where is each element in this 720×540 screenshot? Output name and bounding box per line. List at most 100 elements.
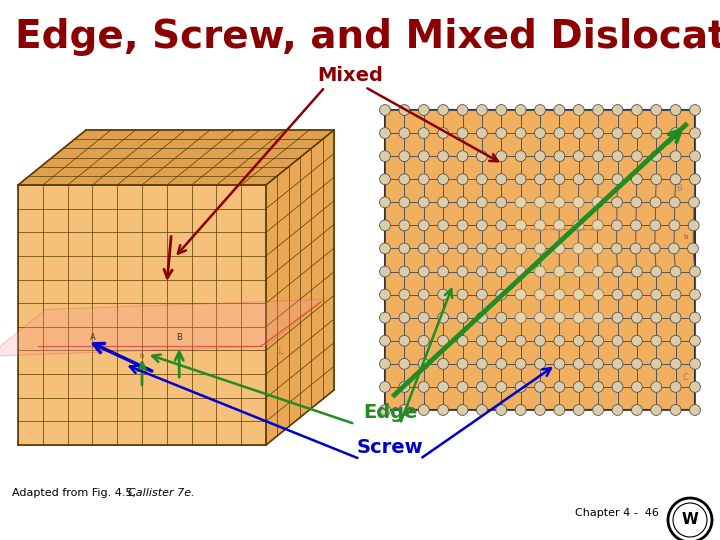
Circle shape (573, 151, 584, 161)
Circle shape (669, 220, 680, 231)
Circle shape (573, 289, 584, 300)
Circle shape (612, 335, 623, 346)
Circle shape (534, 359, 546, 369)
Circle shape (379, 197, 390, 208)
Circle shape (438, 335, 449, 346)
Circle shape (554, 312, 564, 323)
Circle shape (670, 197, 680, 208)
Circle shape (612, 127, 623, 138)
Circle shape (688, 220, 699, 231)
Circle shape (457, 312, 468, 323)
Circle shape (457, 266, 468, 277)
Circle shape (670, 312, 681, 323)
Circle shape (379, 127, 390, 138)
Circle shape (690, 289, 701, 300)
Circle shape (593, 359, 603, 369)
Circle shape (379, 359, 390, 369)
Text: C: C (683, 373, 688, 382)
Circle shape (534, 197, 546, 208)
Circle shape (534, 266, 546, 277)
Circle shape (690, 359, 701, 369)
Circle shape (457, 220, 468, 231)
Circle shape (573, 289, 584, 300)
Circle shape (399, 243, 410, 254)
Circle shape (516, 243, 526, 254)
Circle shape (612, 105, 623, 116)
Circle shape (670, 335, 681, 346)
Circle shape (554, 220, 564, 231)
Circle shape (534, 335, 546, 346)
Circle shape (399, 174, 410, 185)
Circle shape (573, 220, 584, 231)
Circle shape (379, 335, 390, 346)
Circle shape (477, 289, 487, 300)
Circle shape (612, 289, 623, 300)
Text: B: B (176, 333, 182, 342)
Circle shape (554, 289, 564, 300)
Circle shape (496, 404, 507, 415)
Circle shape (516, 105, 526, 116)
Circle shape (379, 381, 390, 393)
Circle shape (573, 335, 584, 346)
Circle shape (592, 243, 603, 254)
Circle shape (631, 105, 642, 116)
Circle shape (690, 127, 701, 138)
Circle shape (516, 335, 526, 346)
Circle shape (418, 127, 429, 138)
Circle shape (593, 312, 603, 323)
Circle shape (438, 243, 449, 254)
Circle shape (573, 197, 584, 208)
Circle shape (534, 381, 546, 393)
Circle shape (631, 220, 642, 231)
Circle shape (631, 359, 642, 369)
Circle shape (399, 312, 410, 323)
Circle shape (650, 220, 661, 231)
Text: Edge, Screw, and Mixed Dislocations: Edge, Screw, and Mixed Dislocations (15, 18, 720, 56)
Circle shape (534, 312, 546, 323)
Circle shape (438, 220, 449, 231)
Circle shape (534, 151, 546, 161)
Circle shape (670, 105, 681, 116)
Circle shape (418, 174, 429, 185)
Circle shape (554, 404, 564, 415)
Circle shape (593, 151, 603, 161)
Circle shape (477, 243, 487, 254)
Circle shape (516, 197, 526, 208)
Circle shape (668, 498, 712, 540)
Circle shape (631, 127, 642, 138)
Circle shape (457, 243, 468, 254)
Circle shape (611, 243, 622, 254)
Circle shape (457, 335, 468, 346)
Circle shape (651, 266, 662, 277)
Circle shape (631, 266, 642, 277)
Circle shape (573, 359, 584, 369)
Circle shape (612, 359, 623, 369)
Circle shape (612, 404, 623, 415)
Circle shape (418, 266, 429, 277)
Circle shape (477, 381, 487, 393)
Circle shape (477, 151, 487, 161)
Circle shape (593, 197, 603, 208)
Circle shape (496, 335, 507, 346)
Text: Callister 7e.: Callister 7e. (128, 488, 194, 498)
Circle shape (496, 381, 507, 393)
Circle shape (554, 266, 564, 277)
Circle shape (554, 381, 564, 393)
Circle shape (688, 197, 699, 208)
Circle shape (418, 335, 429, 346)
Circle shape (593, 266, 603, 277)
Circle shape (631, 404, 642, 415)
Circle shape (418, 359, 429, 369)
Circle shape (554, 243, 564, 254)
Circle shape (670, 404, 681, 415)
Circle shape (379, 312, 390, 323)
Circle shape (673, 503, 707, 537)
Circle shape (554, 335, 564, 346)
Text: b: b (140, 353, 144, 359)
Circle shape (554, 174, 564, 185)
Circle shape (593, 404, 603, 415)
Circle shape (399, 266, 410, 277)
Circle shape (516, 312, 526, 323)
Circle shape (690, 335, 701, 346)
Circle shape (534, 220, 546, 231)
